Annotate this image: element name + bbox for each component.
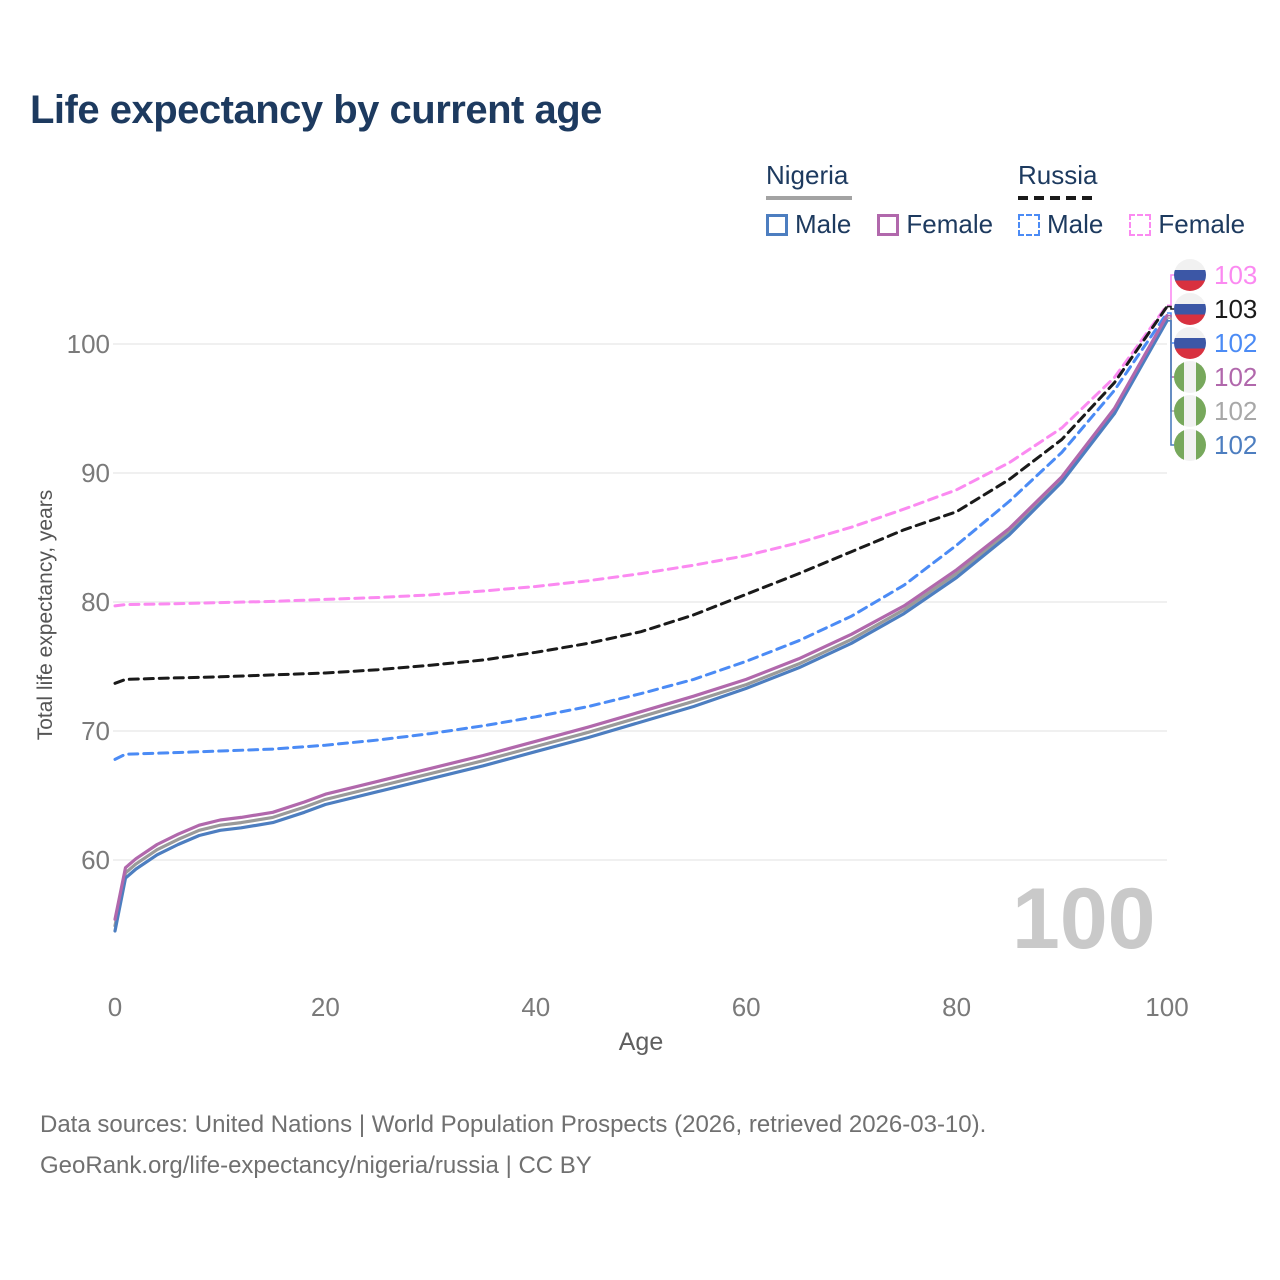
legend-item-nigeria-female[interactable]: Female (877, 209, 993, 240)
legend-label-male: Male (795, 209, 852, 239)
nigeria-female-swatch-icon (877, 213, 900, 236)
y-tick-100: 100 (66, 329, 110, 359)
connector-russia-total (1167, 305, 1175, 310)
legend-group-nigeria: Nigeria Male Female (766, 160, 993, 240)
end-label-nigeria-female[interactable]: 102 (1174, 361, 1257, 393)
series-russia-total-line[interactable] (113, 305, 1169, 685)
nigeria-line-sample (766, 196, 852, 200)
x-tick-100: 100 (1145, 992, 1189, 1022)
russia-female-swatch-icon (1129, 213, 1152, 236)
y-tick-60: 60 (81, 845, 110, 875)
russia-male-swatch-icon (1018, 213, 1040, 236)
russia-line-sample (1018, 196, 1092, 200)
connector-nigeria-male (1167, 320, 1175, 446)
end-value-badges: 103 103 102 102 102 102 (1174, 259, 1257, 461)
connector-russia-female (1167, 274, 1175, 307)
current-age-counter: 100 (1012, 871, 1156, 967)
russia-flag-icon (1174, 327, 1206, 359)
end-value: 102 (1214, 327, 1258, 358)
nigeria-flag-icon (1174, 361, 1206, 393)
footer-line-1: Data sources: United Nations | World Pop… (40, 1111, 987, 1138)
legend-group-russia: Russia Male Female (1018, 160, 1245, 240)
legend-item-russia-male[interactable]: Male (1018, 209, 1103, 240)
russia-flag-icon (1174, 293, 1206, 325)
series-nigeria-male-line[interactable] (113, 319, 1169, 933)
legend-label-male: Male (1047, 209, 1104, 239)
page-title: Life expectancy by current age (30, 88, 602, 132)
nigeria-male-swatch-icon (766, 213, 788, 236)
nigeria-flag-icon (1174, 429, 1206, 461)
y-tick-80: 80 (81, 587, 110, 617)
x-tick-80: 80 (942, 992, 972, 1022)
x-tick-20: 20 (310, 992, 340, 1022)
end-label-russia-female[interactable]: 103 (1174, 259, 1257, 291)
end-value: 102 (1214, 361, 1258, 392)
end-label-nigeria-male[interactable]: 102 (1174, 429, 1257, 461)
legend-item-nigeria-male[interactable]: Male (766, 209, 851, 240)
russia-flag-icon (1174, 259, 1206, 291)
end-label-russia-total[interactable]: 103 (1174, 293, 1257, 325)
x-tick-60: 60 (731, 992, 761, 1022)
legend-item-russia-female[interactable]: Female (1129, 209, 1245, 240)
x-tick-0: 0 (107, 992, 123, 1022)
nigeria-flag-icon (1174, 395, 1206, 427)
legend-russia-label[interactable]: Russia (1018, 160, 1098, 190)
legend-label-female: Female (906, 209, 994, 239)
end-value: 103 (1214, 259, 1258, 290)
y-tick-90: 90 (81, 458, 110, 488)
x-tick-40: 40 (521, 992, 551, 1022)
end-value: 103 (1214, 293, 1258, 324)
end-value: 102 (1214, 429, 1258, 460)
series-nigeria-female-line[interactable] (113, 314, 1169, 921)
legend-nigeria-label[interactable]: Nigeria (766, 160, 849, 190)
data-source-footer: Data sources: United Nations | World Pop… (40, 1104, 986, 1186)
footer-line-2[interactable]: GeoRank.org/life-expectancy/nigeria/russ… (40, 1152, 592, 1179)
end-value: 102 (1214, 395, 1258, 426)
end-label-russia-male[interactable]: 102 (1174, 327, 1257, 359)
legend-label-female: Female (1158, 209, 1246, 239)
series-nigeria-total-line[interactable] (113, 316, 1169, 928)
end-label-nigeria-total[interactable]: 102 (1174, 395, 1257, 427)
series-russia-female-line[interactable] (113, 303, 1169, 608)
x-axis-title: Age (618, 1028, 664, 1056)
y-tick-70: 70 (81, 716, 110, 746)
series-russia-male-line[interactable] (113, 311, 1169, 761)
